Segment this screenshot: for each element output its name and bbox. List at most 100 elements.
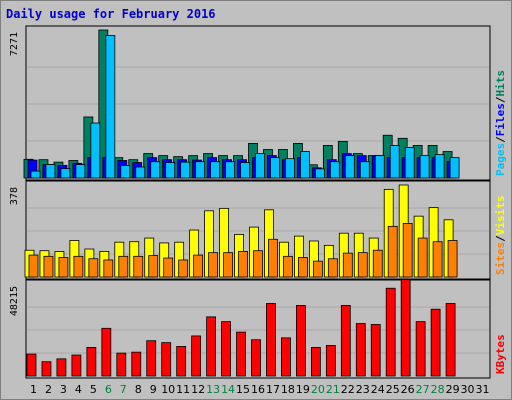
legend-entry: / xyxy=(494,235,507,242)
x-tick-label: 28 xyxy=(431,383,445,396)
panel-middle-legend: Sites/Visits xyxy=(494,196,507,276)
bar-kbytes-day-28 xyxy=(430,308,441,377)
bar-pages-day-18 xyxy=(285,158,295,179)
x-tick-label: 27 xyxy=(416,383,430,396)
x-tick-label: 20 xyxy=(311,383,325,396)
bar-kbytes-day-17 xyxy=(266,303,276,377)
bar-kbytes-day-19 xyxy=(296,304,306,377)
x-tick-label: 9 xyxy=(150,383,157,396)
bar-pages-day-12 xyxy=(195,161,206,179)
bar-kbytes-day-20 xyxy=(310,346,321,377)
bar-sites-day-20 xyxy=(312,260,323,278)
bar-pages-day-1 xyxy=(30,170,41,179)
panel-top-legend: Pages/Files/Hits xyxy=(494,70,507,176)
panel-middle: 378 Sites/Visits xyxy=(9,180,507,280)
bar-sites-day-14 xyxy=(223,252,233,278)
bar-kbytes-day-21 xyxy=(325,345,336,377)
bar-sites-day-26 xyxy=(402,223,413,278)
bar-pages-day-10 xyxy=(165,162,176,179)
bar-pages-day-23 xyxy=(359,161,370,179)
legend-entry: Pages xyxy=(494,143,507,176)
bar-pages-day-6 xyxy=(105,35,116,179)
bar-kbytes-day-13 xyxy=(206,316,216,377)
bar-sites-day-22 xyxy=(342,252,353,278)
bar-kbytes-day-1 xyxy=(26,353,37,377)
bar-kbytes-day-24 xyxy=(370,324,381,377)
bar-kbytes-day-16 xyxy=(251,339,261,377)
bar-pages-day-28 xyxy=(434,154,445,179)
x-tick-label: 18 xyxy=(281,383,295,396)
x-tick-label: 12 xyxy=(191,383,205,396)
bar-pages-day-15 xyxy=(240,162,250,179)
bar-kbytes-day-15 xyxy=(236,331,246,377)
bar-pages-day-20 xyxy=(314,168,325,179)
bar-kbytes-day-14 xyxy=(221,321,231,377)
bar-pages-day-19 xyxy=(300,151,310,179)
bar-kbytes-day-22 xyxy=(340,304,351,377)
bar-sites-day-1 xyxy=(28,254,39,278)
panel-bottom-max-label: 48215 xyxy=(9,286,20,316)
bar-sites-day-16 xyxy=(253,250,263,278)
bar-kbytes-day-10 xyxy=(161,342,172,377)
bar-pages-day-17 xyxy=(270,157,280,179)
bar-sites-day-24 xyxy=(372,249,383,278)
x-tick-label: 7 xyxy=(120,383,127,396)
bar-kbytes-day-6 xyxy=(101,327,112,377)
x-tick-label: 30 xyxy=(461,383,475,396)
bar-kbytes-day-3 xyxy=(56,358,67,377)
x-tick-label: 14 xyxy=(221,383,235,396)
chart-title: Daily usage for February 2016 xyxy=(6,7,216,21)
bar-kbytes-day-5 xyxy=(86,346,97,377)
bar-kbytes-day-18 xyxy=(281,337,291,377)
bar-pages-day-7 xyxy=(120,164,131,179)
bar-pages-day-11 xyxy=(180,161,191,179)
x-tick-label: 11 xyxy=(176,383,190,396)
x-tick-label: 10 xyxy=(161,383,175,396)
x-tick-label: 16 xyxy=(251,383,265,396)
bar-kbytes-day-4 xyxy=(71,354,82,377)
x-tick-label: 8 xyxy=(135,383,142,396)
bar-kbytes-day-29 xyxy=(445,303,456,377)
bar-sites-day-10 xyxy=(163,257,174,278)
panel-bottom: 48215 KBytes xyxy=(9,279,507,379)
bar-pages-day-26 xyxy=(404,147,415,179)
bar-kbytes-day-9 xyxy=(146,340,157,377)
legend-entry: / xyxy=(494,96,507,103)
legend-entry: / xyxy=(494,136,507,143)
bar-kbytes-day-7 xyxy=(116,352,127,377)
bar-sites-day-27 xyxy=(417,237,428,278)
bar-pages-day-4 xyxy=(75,164,86,179)
bar-kbytes-day-25 xyxy=(385,287,396,377)
x-tick-label: 19 xyxy=(296,383,310,396)
bar-sites-day-5 xyxy=(88,258,99,278)
bar-sites-day-17 xyxy=(268,238,278,278)
x-tick-label: 3 xyxy=(60,383,67,396)
x-tick-label: 29 xyxy=(446,383,460,396)
bar-sites-day-12 xyxy=(193,254,204,278)
legend-entry: Files xyxy=(494,103,507,136)
bar-pages-day-13 xyxy=(210,161,220,179)
bar-pages-day-25 xyxy=(389,145,400,179)
bar-sites-day-18 xyxy=(283,255,293,278)
bar-pages-day-27 xyxy=(419,155,430,179)
legend-entry: KBytes xyxy=(494,334,507,374)
bar-sites-day-23 xyxy=(357,252,368,278)
bar-pages-day-16 xyxy=(255,153,265,179)
legend-entry: Visits xyxy=(494,196,507,236)
x-tick-label: 25 xyxy=(386,383,400,396)
bar-pages-day-22 xyxy=(344,155,355,179)
x-tick-label: 5 xyxy=(90,383,97,396)
bar-pages-day-3 xyxy=(60,168,71,179)
x-tick-label: 21 xyxy=(326,383,340,396)
bar-kbytes-day-27 xyxy=(415,321,426,377)
bar-pages-day-9 xyxy=(150,161,161,179)
bar-sites-day-19 xyxy=(298,257,308,278)
panel-bottom-legend: KBytes xyxy=(494,334,507,374)
bar-sites-day-29 xyxy=(447,240,458,278)
bar-sites-day-6 xyxy=(103,259,114,278)
bar-pages-day-8 xyxy=(135,166,146,179)
bar-sites-day-11 xyxy=(178,259,189,278)
x-tick-label: 26 xyxy=(401,383,415,396)
